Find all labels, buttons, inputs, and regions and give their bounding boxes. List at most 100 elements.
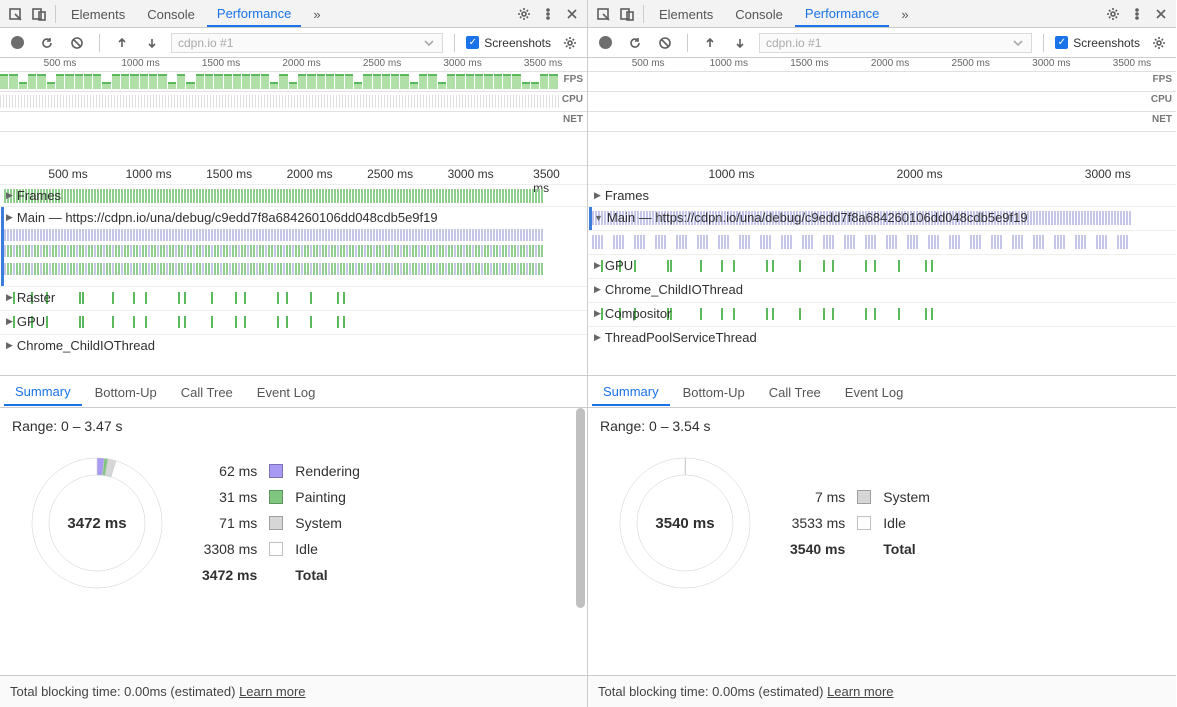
- thread-header[interactable]: ▶GPU: [0, 311, 51, 332]
- flame-tick: 1000 ms: [708, 167, 754, 181]
- inspect-icon[interactable]: [592, 3, 614, 25]
- close-icon[interactable]: [561, 3, 583, 25]
- ruler-tick: 1000 ms: [710, 58, 748, 69]
- settings-icon[interactable]: [1102, 3, 1124, 25]
- devtools-panel: ElementsConsolePerformance» cdpn.io #1 ✓Sc…: [0, 0, 588, 707]
- overview-ruler[interactable]: 500 ms1000 ms1500 ms2000 ms2500 ms3000 m…: [588, 58, 1176, 72]
- timing-donut: 3540 ms: [610, 448, 760, 598]
- thread-childio[interactable]: ▶Chrome_ChildIOThread: [0, 334, 587, 358]
- thread-header[interactable]: ▶Frames: [0, 185, 67, 206]
- thread-header[interactable]: ▶Chrome_ChildIOThread: [588, 279, 749, 300]
- overview-fps[interactable]: FPS: [0, 72, 587, 92]
- disclosure-icon: ▶: [594, 260, 601, 271]
- tab-more[interactable]: »: [303, 1, 330, 27]
- sumtab-summary[interactable]: Summary: [4, 377, 82, 406]
- screenshots-toggle[interactable]: ✓Screenshots: [1055, 36, 1140, 50]
- legend-swatch: [269, 516, 283, 530]
- sumtab-call-tree[interactable]: Call Tree: [758, 378, 832, 406]
- thread-gpu[interactable]: ▶GPU: [588, 254, 1176, 278]
- thread-header[interactable]: ▶Raster: [0, 287, 61, 308]
- capture-settings-icon[interactable]: [1148, 32, 1170, 54]
- overview-ruler[interactable]: 500 ms1000 ms1500 ms2000 ms2500 ms3000 m…: [0, 58, 587, 72]
- ruler-tick: 1500 ms: [790, 58, 828, 69]
- close-icon[interactable]: [1150, 3, 1172, 25]
- thread-childio[interactable]: ▶Chrome_ChildIOThread: [588, 278, 1176, 302]
- thread-header[interactable]: ▶Chrome_ChildIOThread: [0, 335, 161, 356]
- download-icon[interactable]: [141, 32, 163, 54]
- thread-compositor[interactable]: ▶Compositor: [588, 302, 1176, 326]
- learn-more-link[interactable]: Learn more: [239, 684, 305, 699]
- sumtab-bottom-up[interactable]: Bottom-Up: [672, 378, 756, 406]
- thread-header[interactable]: ▶Frames: [588, 185, 655, 206]
- sumtab-summary[interactable]: Summary: [592, 377, 670, 406]
- record-button[interactable]: [6, 32, 28, 54]
- overview-screenshots[interactable]: [0, 132, 587, 166]
- thread-label: Compositor: [605, 306, 671, 321]
- overview-screenshots[interactable]: [588, 132, 1176, 166]
- summary-tabs: SummaryBottom-UpCall TreeEvent Log: [588, 376, 1176, 408]
- tab-performance[interactable]: Performance: [795, 0, 889, 27]
- flame-tick: 2000 ms: [287, 167, 333, 181]
- flame-ruler: 500 ms1000 ms1500 ms2000 ms2500 ms3000 m…: [0, 166, 587, 184]
- download-icon[interactable]: [729, 32, 751, 54]
- upload-icon[interactable]: [699, 32, 721, 54]
- settings-icon[interactable]: [513, 3, 535, 25]
- tab-console[interactable]: Console: [137, 1, 205, 27]
- blocking-time-text: Total blocking time: 0.00ms (estimated): [10, 684, 235, 699]
- overview-cpu[interactable]: CPU: [588, 92, 1176, 112]
- screenshots-label: Screenshots: [484, 36, 551, 50]
- flame-chart[interactable]: 1000 ms2000 ms3000 ms▶Frames▼Main — http…: [588, 166, 1176, 376]
- thread-header[interactable]: ▶ThreadPoolServiceThread: [588, 327, 763, 348]
- record-button[interactable]: [594, 32, 616, 54]
- thread-header[interactable]: ▶Main — https://cdpn.io/una/debug/c9edd7…: [0, 207, 444, 228]
- clear-icon[interactable]: [654, 32, 676, 54]
- overview-fps[interactable]: FPS: [588, 72, 1176, 92]
- thread-frames[interactable]: ▶Frames: [0, 184, 587, 206]
- thread-label: Chrome_ChildIOThread: [17, 338, 155, 353]
- overview-net[interactable]: NET: [0, 112, 587, 132]
- screenshots-toggle[interactable]: ✓Screenshots: [466, 36, 551, 50]
- flame-chart[interactable]: 500 ms1000 ms1500 ms2000 ms2500 ms3000 m…: [0, 166, 587, 376]
- tab-more[interactable]: »: [891, 1, 918, 27]
- reload-icon[interactable]: [36, 32, 58, 54]
- sumtab-call-tree[interactable]: Call Tree: [170, 378, 244, 406]
- recording-selector[interactable]: cdpn.io #1: [171, 33, 443, 53]
- scrollbar-thumb[interactable]: [576, 408, 585, 608]
- thread-header[interactable]: ▶Compositor: [588, 303, 677, 324]
- blocking-time-footer: Total blocking time: 0.00ms (estimated) …: [588, 675, 1176, 707]
- thread-header[interactable]: ▶GPU: [588, 255, 639, 276]
- sumtab-event-log[interactable]: Event Log: [246, 378, 327, 406]
- menu-icon[interactable]: [1126, 3, 1148, 25]
- tab-console[interactable]: Console: [725, 1, 793, 27]
- sumtab-event-log[interactable]: Event Log: [834, 378, 915, 406]
- ruler-tick: 2500 ms: [952, 58, 990, 69]
- upload-icon[interactable]: [111, 32, 133, 54]
- thread-threadpool[interactable]: ▶ThreadPoolServiceThread: [588, 326, 1176, 350]
- thread-main[interactable]: ▶Main — https://cdpn.io/una/debug/c9edd7…: [0, 206, 587, 286]
- learn-more-link[interactable]: Learn more: [827, 684, 893, 699]
- devtools-tab-bar: ElementsConsolePerformance»: [588, 0, 1176, 28]
- overview-cpu[interactable]: CPU: [0, 92, 587, 112]
- tab-performance[interactable]: Performance: [207, 0, 301, 27]
- device-toggle-icon[interactable]: [28, 3, 50, 25]
- sumtab-bottom-up[interactable]: Bottom-Up: [84, 378, 168, 406]
- thread-frames[interactable]: ▶Frames: [588, 184, 1176, 206]
- range-label: Range: 0 – 3.54 s: [600, 418, 1164, 434]
- menu-icon[interactable]: [537, 3, 559, 25]
- tab-elements[interactable]: Elements: [61, 1, 135, 27]
- thread-main[interactable]: ▼Main — https://cdpn.io/una/debug/c9edd7…: [588, 206, 1176, 230]
- reload-icon[interactable]: [624, 32, 646, 54]
- disclosure-icon: ▶: [6, 316, 13, 327]
- thread-raster[interactable]: ▶Raster: [0, 286, 587, 310]
- overview-net[interactable]: NET: [588, 112, 1176, 132]
- inspect-icon[interactable]: [4, 3, 26, 25]
- legend-ms: 3533 ms: [790, 515, 845, 531]
- legend-swatch: [269, 542, 283, 556]
- recording-selector[interactable]: cdpn.io #1: [759, 33, 1032, 53]
- clear-icon[interactable]: [66, 32, 88, 54]
- tab-elements[interactable]: Elements: [649, 1, 723, 27]
- capture-settings-icon[interactable]: [559, 32, 581, 54]
- thread-header[interactable]: ▼Main — https://cdpn.io/una/debug/c9edd7…: [588, 207, 1034, 228]
- thread-gpu[interactable]: ▶GPU: [0, 310, 587, 334]
- device-toggle-icon[interactable]: [616, 3, 638, 25]
